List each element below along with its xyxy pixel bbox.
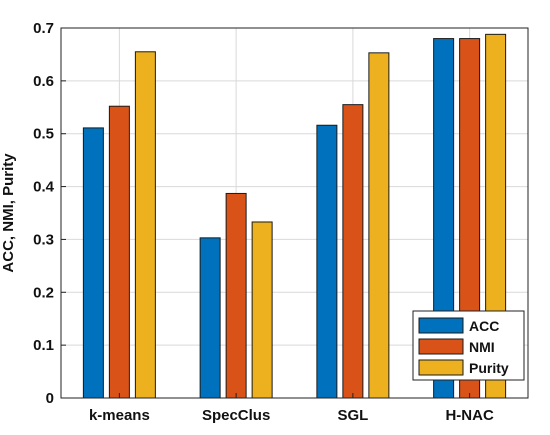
bar-acc-k-means	[82, 127, 104, 399]
y-axis: 0 0.1 0.2 0.3 0.4 0.5 0.6 0.7	[33, 20, 66, 407]
y-tick-label: 0.3	[33, 231, 54, 248]
legend: ACC NMI Purity	[412, 310, 525, 381]
y-tick-label: 0.6	[33, 73, 54, 90]
y-tick-label: 0.7	[33, 20, 54, 37]
y-tick-label: 0.5	[33, 126, 54, 143]
y-tick-label: 0.2	[33, 284, 54, 301]
bar-nmi-specclus	[225, 192, 247, 399]
legend-label-nmi: NMI	[469, 339, 495, 355]
legend-swatch-purity	[418, 359, 464, 376]
bar-nmi-k-means	[108, 105, 130, 399]
x-tick-label: SpecClus	[202, 407, 270, 424]
bar-purity-sgl	[368, 52, 390, 399]
bar-acc-sgl	[316, 124, 338, 399]
y-axis-label: ACC, NMI, Purity	[0, 153, 17, 273]
x-tick-label: SGL	[337, 407, 368, 424]
bar-nmi-sgl	[342, 104, 364, 399]
y-tick-label: 0.4	[33, 179, 55, 196]
legend-swatch-nmi	[418, 338, 464, 355]
x-tick-label: H-NAC	[445, 407, 493, 424]
bar-acc-specclus	[199, 237, 221, 399]
y-tick-label: 0	[46, 390, 54, 407]
legend-label-acc: ACC	[469, 318, 499, 334]
x-axis: k-means SpecClus SGL H-NAC	[89, 393, 494, 424]
bar-purity-k-means	[134, 51, 156, 399]
bar-purity-specclus	[251, 221, 273, 399]
legend-swatch-acc	[418, 317, 464, 334]
x-tick-label: k-means	[89, 407, 150, 424]
plot-frame	[60, 27, 529, 399]
y-tick-label: 0.1	[33, 337, 54, 354]
bar-layer	[82, 33, 507, 399]
legend-label-purity: Purity	[469, 360, 509, 376]
